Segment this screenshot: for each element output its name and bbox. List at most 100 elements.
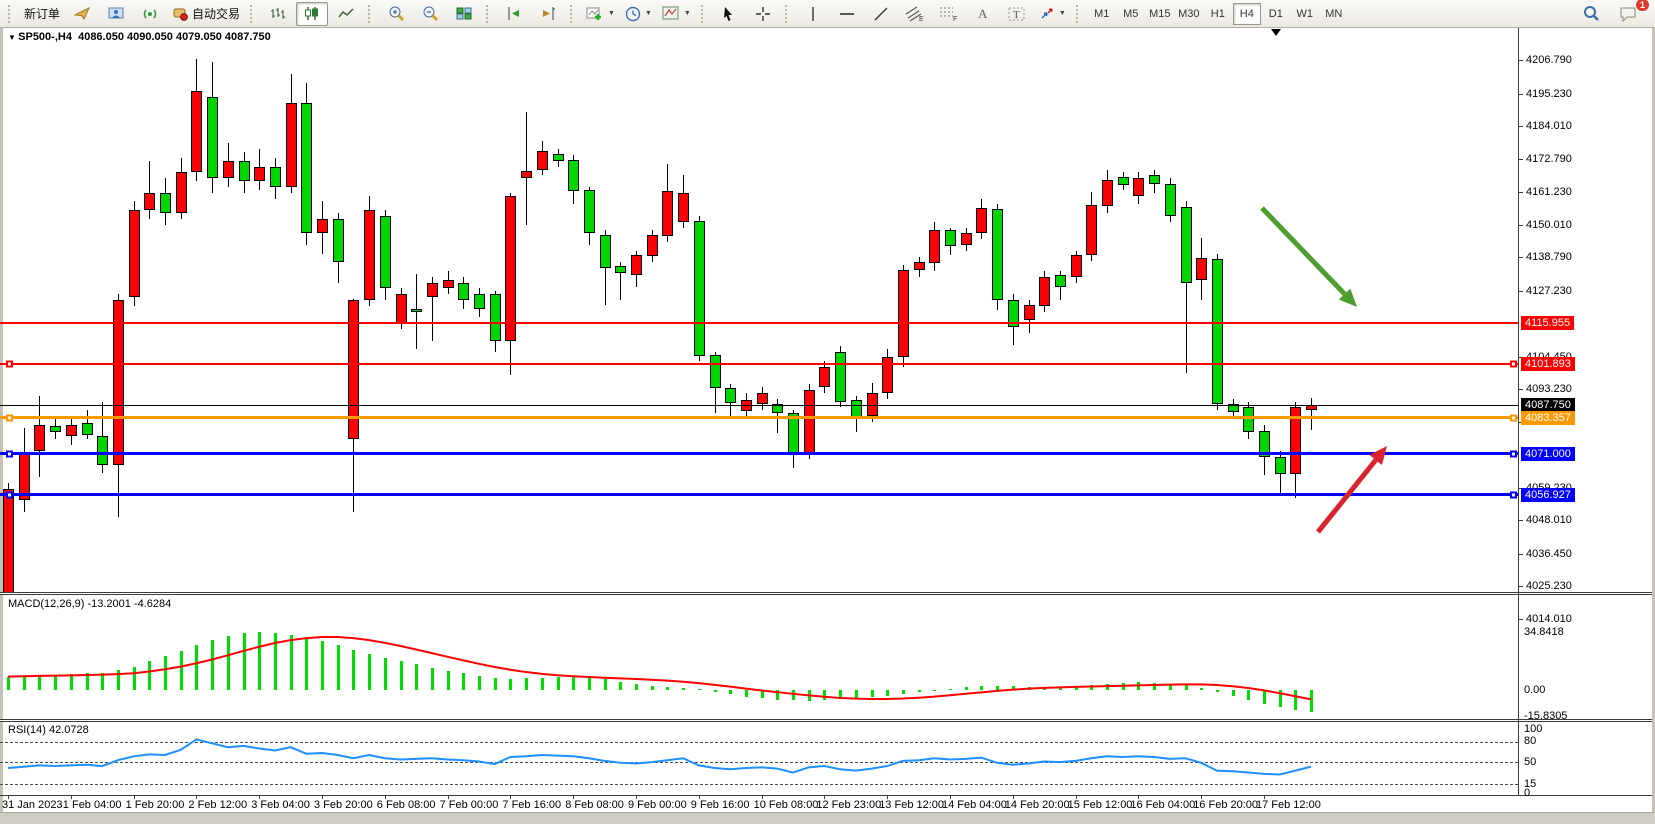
vertical-line-tool-button[interactable]: [797, 2, 829, 26]
level-line-4115.955[interactable]: [0, 322, 1518, 325]
toolbar-grip[interactable]: [570, 4, 576, 23]
auto-scroll-button[interactable]: [498, 2, 530, 26]
line-handle[interactable]: [1510, 450, 1517, 458]
candle-body: [34, 424, 46, 451]
candle-body: [1070, 255, 1082, 277]
toolbar-grip[interactable]: [700, 4, 707, 23]
candle-body: [1133, 178, 1145, 196]
line-chart-mode-button[interactable]: [330, 2, 362, 26]
timeframe-button-h4[interactable]: H4: [1232, 2, 1261, 25]
down-trend-arrow[interactable]: [1260, 206, 1347, 296]
candle-body: [725, 388, 737, 403]
zoom-in-button[interactable]: [380, 2, 412, 26]
signal-icon[interactable]: [134, 2, 166, 26]
line-handle[interactable]: [6, 450, 13, 458]
up-bounce-arrow-head[interactable]: [1369, 446, 1387, 466]
time-tick: [322, 795, 323, 799]
macd-histogram-bar: [901, 690, 905, 695]
time-tick-label: 3 Feb 20:00: [314, 799, 373, 811]
candle-wick: [1185, 201, 1187, 373]
notifications-chat-icon[interactable]: 1: [1613, 0, 1650, 26]
time-tick-label: 1 Feb 04:00: [62, 799, 122, 811]
level-price-label: 4083.357: [1521, 410, 1575, 425]
horizontal-line-tool-button[interactable]: [831, 2, 863, 26]
chart-shift-button[interactable]: [532, 2, 564, 26]
terminal-window-icon[interactable]: [100, 2, 132, 26]
templates-button[interactable]: ▼: [658, 2, 695, 26]
macd-axis-label: 0.00: [1524, 684, 1546, 696]
up-bounce-arrow[interactable]: [1316, 458, 1378, 534]
tile-windows-button[interactable]: [448, 2, 480, 26]
toolbar-grip[interactable]: [8, 4, 14, 23]
autotrading-button[interactable]: 自动交易: [168, 2, 244, 26]
macd-histogram-bar: [54, 675, 58, 690]
macd-histogram-bar: [587, 677, 591, 690]
fibonacci-tool-button[interactable]: F: [933, 2, 965, 26]
candle-body: [238, 160, 250, 182]
chevron-down-icon: ▼: [608, 10, 615, 17]
level-line-4087.750[interactable]: [0, 404, 1518, 406]
candle-body: [175, 172, 187, 214]
channel-tool-button[interactable]: E: [899, 2, 931, 26]
new-order-button[interactable]: 新订单: [20, 2, 64, 26]
text-tool-button[interactable]: A: [967, 2, 999, 26]
candle-chart-mode-button[interactable]: [296, 1, 329, 26]
candle-body: [693, 220, 705, 356]
timeframe-button-m15[interactable]: M15: [1149, 7, 1171, 20]
bar-chart-mode-button[interactable]: [262, 2, 294, 26]
line-handle[interactable]: [6, 491, 13, 498]
line-handle[interactable]: [1510, 360, 1517, 368]
panel-separator[interactable]: [0, 592, 1652, 595]
search-icon[interactable]: [1575, 2, 1607, 26]
gold-send-icon[interactable]: [66, 2, 98, 26]
toolbar-grip[interactable]: [368, 4, 374, 23]
line-handle[interactable]: [1510, 414, 1517, 422]
chart-title: ▼ SP500-,H4 4086.050 4090.050 4079.050 4…: [8, 31, 271, 43]
line-handle[interactable]: [1510, 491, 1517, 498]
trendline-tool-button[interactable]: [865, 2, 897, 26]
toolbar-grip[interactable]: [784, 4, 791, 23]
level-line-4071.000[interactable]: [0, 452, 1518, 456]
level-line-4056.927[interactable]: [0, 493, 1518, 496]
level-line-4083.357[interactable]: [0, 416, 1518, 420]
zoom-out-button[interactable]: [414, 2, 446, 26]
timeframe-button-m1[interactable]: M1: [1094, 7, 1110, 20]
price-tick-label: 4127.230: [1526, 284, 1572, 297]
line-handle[interactable]: [6, 360, 13, 368]
symbol-dropdown-icon[interactable]: ▼: [8, 33, 19, 42]
time-tick: [1075, 795, 1077, 799]
toolbar-grip[interactable]: [486, 4, 492, 23]
macd-histogram-bar: [305, 637, 309, 690]
text-label-tool-button[interactable]: T: [1001, 2, 1033, 26]
panel-separator[interactable]: [0, 719, 1652, 722]
timeframe-button-mn[interactable]: MN: [1325, 7, 1343, 20]
main-chart-area[interactable]: [0, 30, 1518, 592]
price-tick: [1518, 487, 1523, 489]
down-trend-arrow-head[interactable]: [1338, 288, 1357, 307]
time-axis-line: [0, 795, 1652, 796]
toolbar-grip[interactable]: [250, 4, 256, 23]
cursor-tool-button[interactable]: [713, 2, 745, 26]
svg-text:T: T: [1013, 9, 1020, 21]
macd-panel[interactable]: [0, 595, 1518, 719]
candle-body: [568, 160, 580, 192]
line-handle[interactable]: [6, 414, 13, 422]
timeframe-button-m30[interactable]: M30: [1178, 7, 1200, 20]
timeframe-button-m5[interactable]: M5: [1123, 7, 1139, 20]
timeframe-button-w1[interactable]: W1: [1296, 7, 1314, 20]
candle-body: [835, 352, 847, 402]
macd-histogram-bar: [478, 675, 481, 690]
price-tick-label: 4036.450: [1526, 547, 1572, 560]
periods-button[interactable]: ▼: [621, 2, 656, 26]
timeframe-button-d1[interactable]: D1: [1268, 7, 1283, 20]
toolbar-grip[interactable]: [1075, 4, 1082, 23]
level-line-4101.893[interactable]: [0, 363, 1518, 366]
add-indicator-button[interactable]: ▼: [582, 2, 619, 26]
candle-body: [631, 255, 642, 276]
rsi-panel[interactable]: [0, 722, 1518, 794]
timeframe-button-h1[interactable]: H1: [1210, 7, 1225, 20]
macd-histogram-bar: [132, 666, 136, 690]
chart-shift-marker-icon[interactable]: [1271, 29, 1281, 36]
crosshair-tool-button[interactable]: [747, 2, 779, 26]
arrows-tool-button[interactable]: ▼: [1035, 2, 1070, 26]
